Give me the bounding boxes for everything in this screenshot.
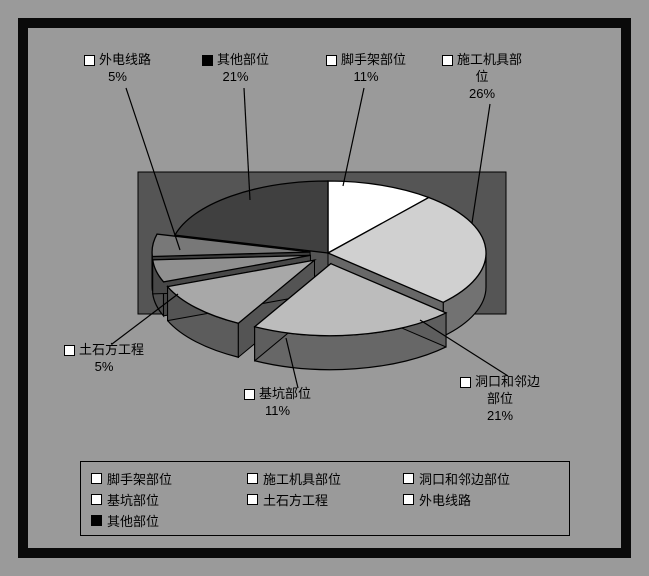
square-marker-icon xyxy=(326,55,337,66)
legend-label: 基坑部位 xyxy=(107,490,159,509)
label-text: 施工机具部 xyxy=(457,52,522,69)
label-text: 其他部位 xyxy=(217,52,269,69)
square-marker-icon xyxy=(247,473,258,484)
label-percent: 11% xyxy=(244,403,311,420)
chart-black-frame: 脚手架部位 11% 施工机具部 位 26% 洞口和邻边 部位 21% 基坑部位 … xyxy=(18,18,631,558)
square-marker-icon xyxy=(403,494,414,505)
legend-item: 施工机具部位 xyxy=(247,468,403,489)
legend-item: 洞口和邻边部位 xyxy=(403,468,559,489)
slice-label-scaffold: 脚手架部位 11% xyxy=(326,52,406,86)
label-text: 外电线路 xyxy=(99,52,151,69)
legend-label: 其他部位 xyxy=(107,511,159,530)
square-marker-icon xyxy=(442,55,453,66)
legend-item: 其他部位 xyxy=(91,510,247,531)
label-percent: 5% xyxy=(84,69,151,86)
slice-label-foundation-pit: 基坑部位 11% xyxy=(244,386,311,420)
label-text-line2: 位 xyxy=(442,69,522,86)
label-text: 脚手架部位 xyxy=(341,52,406,69)
legend-item: 脚手架部位 xyxy=(91,468,247,489)
label-text-line2: 部位 xyxy=(460,391,540,408)
slice-label-external-power: 外电线路 5% xyxy=(84,52,151,86)
label-percent: 26% xyxy=(442,86,522,103)
label-percent: 21% xyxy=(460,408,540,425)
slice-label-other: 其他部位 21% xyxy=(202,52,269,86)
square-marker-icon xyxy=(91,473,102,484)
slice-label-machinery: 施工机具部 位 26% xyxy=(442,52,522,103)
square-marker-icon xyxy=(91,515,102,526)
legend-item: 基坑部位 xyxy=(91,489,247,510)
legend-item: 外电线路 xyxy=(403,489,559,510)
legend-item: 土石方工程 xyxy=(247,489,403,510)
slice-label-earthwork: 土石方工程 5% xyxy=(64,342,144,376)
legend-label: 脚手架部位 xyxy=(107,469,172,488)
square-marker-icon xyxy=(91,494,102,505)
slice-label-opening-edge: 洞口和邻边 部位 21% xyxy=(460,374,540,425)
label-text: 土石方工程 xyxy=(79,342,144,359)
label-percent: 21% xyxy=(202,69,269,86)
square-marker-icon xyxy=(460,377,471,388)
legend-label: 土石方工程 xyxy=(263,490,328,509)
square-marker-icon xyxy=(64,345,75,356)
label-text: 洞口和邻边 xyxy=(475,374,540,391)
page-outer-frame: 脚手架部位 11% 施工机具部 位 26% 洞口和邻边 部位 21% 基坑部位 … xyxy=(0,0,649,576)
chart-legend: 脚手架部位 施工机具部位 洞口和邻边部位基坑部位 土石方工程 外电线路其他部位 xyxy=(80,461,570,536)
legend-label: 洞口和邻边部位 xyxy=(419,469,510,488)
legend-label: 外电线路 xyxy=(419,490,471,509)
label-percent: 11% xyxy=(326,69,406,86)
square-marker-icon xyxy=(84,55,95,66)
square-marker-icon xyxy=(247,494,258,505)
legend-label: 施工机具部位 xyxy=(263,469,341,488)
square-marker-icon xyxy=(202,55,213,66)
label-percent: 5% xyxy=(64,359,144,376)
chart-area: 脚手架部位 11% 施工机具部 位 26% 洞口和邻边 部位 21% 基坑部位 … xyxy=(28,28,621,548)
square-marker-icon xyxy=(403,473,414,484)
square-marker-icon xyxy=(244,389,255,400)
label-text: 基坑部位 xyxy=(259,386,311,403)
